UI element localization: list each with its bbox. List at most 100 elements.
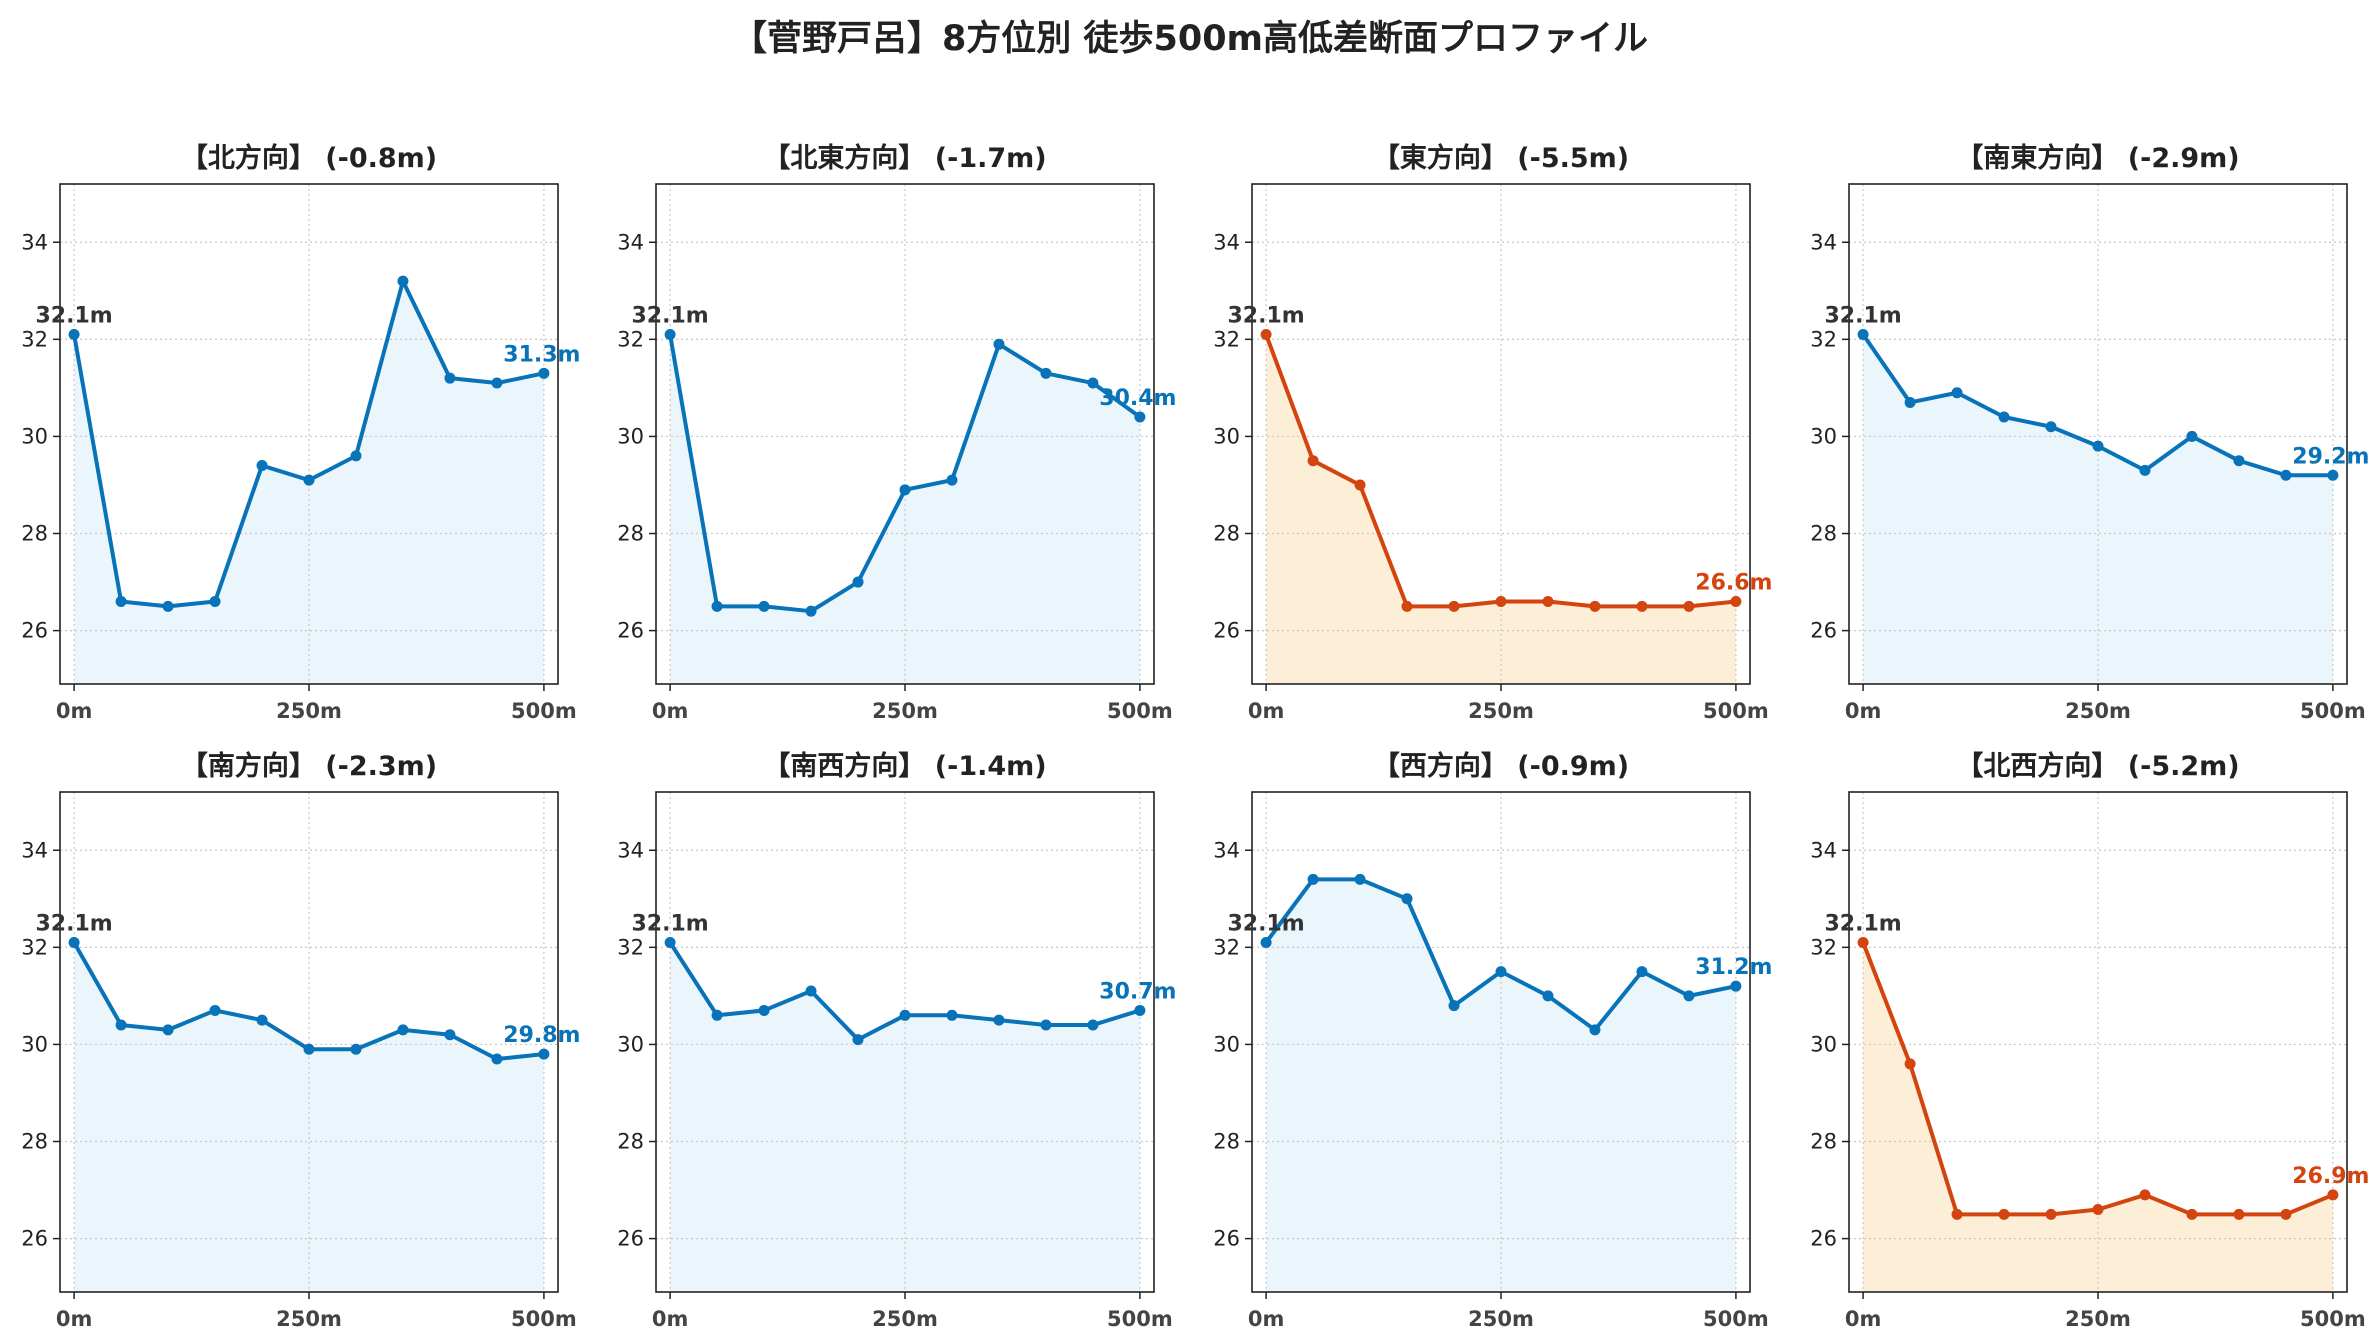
y-tick-label: 26 xyxy=(1810,1227,1837,1251)
x-tick-label: 0m xyxy=(652,1307,689,1331)
x-tick-label: 500m xyxy=(1703,699,1769,723)
data-point xyxy=(1134,1004,1146,1016)
data-point xyxy=(1134,411,1146,423)
subplot-title: 【南方向】 (-2.3m) xyxy=(181,750,437,782)
data-point xyxy=(256,1014,268,1026)
y-tick-label: 26 xyxy=(21,619,48,643)
x-tick-label: 250m xyxy=(1468,1307,1534,1331)
data-point xyxy=(1260,936,1272,948)
y-tick-label: 26 xyxy=(1213,619,1240,643)
figure-title: 【菅野戸呂】8方位別 徒歩500m高低差断面プロファイル xyxy=(731,19,1649,59)
start-value-label: 32.1m xyxy=(35,303,112,328)
start-value-label: 32.1m xyxy=(35,911,112,936)
subplot-1: 【北東方向】 (-1.7m) 26 28 30 32 34 0m 250m 500m 32.1m 3… xyxy=(617,142,1176,723)
data-point xyxy=(1730,980,1742,992)
data-point xyxy=(1951,387,1963,399)
data-point xyxy=(1636,966,1648,978)
data-point xyxy=(758,1004,770,1016)
data-point xyxy=(1589,1024,1601,1036)
data-point xyxy=(711,1009,723,1021)
data-point xyxy=(397,1024,409,1036)
y-tick-label: 30 xyxy=(617,424,644,448)
y-tick-label: 32 xyxy=(617,935,644,959)
data-point xyxy=(1589,600,1601,612)
data-point xyxy=(1354,479,1366,491)
y-tick-label: 34 xyxy=(21,838,48,862)
data-point xyxy=(852,1034,864,1046)
subplot-0: 【北方向】 (-0.8m) 26 28 30 32 34 0m 250m 500m 32.1m 31… xyxy=(21,142,580,723)
y-tick-label: 34 xyxy=(1810,230,1837,254)
data-point xyxy=(993,338,1005,350)
x-tick-label: 500m xyxy=(1107,699,1173,723)
y-tick-label: 30 xyxy=(1810,424,1837,448)
data-point xyxy=(1542,595,1554,607)
subplot-7: 【北西方向】 (-5.2m) 26 28 30 32 34 0m 250m 500m 32.1m 2… xyxy=(1810,750,2369,1331)
x-tick-label: 500m xyxy=(1703,1307,1769,1331)
y-tick-label: 28 xyxy=(1810,522,1837,546)
x-tick-label: 500m xyxy=(1107,1307,1173,1331)
y-tick-label: 30 xyxy=(21,424,48,448)
data-point xyxy=(1857,328,1869,340)
data-point xyxy=(397,275,409,287)
data-point xyxy=(350,1043,362,1055)
end-value-label: 26.9m xyxy=(2292,1164,2369,1189)
start-value-label: 32.1m xyxy=(1227,911,1304,936)
y-tick-label: 32 xyxy=(21,327,48,351)
y-tick-label: 28 xyxy=(21,1130,48,1154)
x-tick-label: 250m xyxy=(872,1307,938,1331)
data-point xyxy=(1951,1208,1963,1220)
x-tick-label: 250m xyxy=(2065,699,2131,723)
data-point xyxy=(303,474,315,486)
data-point xyxy=(1636,600,1648,612)
x-tick-label: 0m xyxy=(652,699,689,723)
data-point xyxy=(1087,377,1099,389)
data-point xyxy=(115,1019,127,1031)
y-tick-label: 32 xyxy=(21,935,48,959)
subplot-6: 【西方向】 (-0.9m) 26 28 30 32 34 0m 250m 500m 32.1m 31… xyxy=(1213,750,1772,1331)
x-tick-label: 500m xyxy=(2300,699,2366,723)
data-point xyxy=(1448,1000,1460,1012)
x-tick-label: 0m xyxy=(1248,1307,1285,1331)
data-point xyxy=(993,1014,1005,1026)
data-point xyxy=(303,1043,315,1055)
data-point xyxy=(68,936,80,948)
end-value-label: 31.2m xyxy=(1695,955,1772,980)
y-tick-label: 28 xyxy=(1213,522,1240,546)
subplot-title: 【南東方向】 (-2.9m) xyxy=(1956,142,2239,174)
end-value-label: 29.2m xyxy=(2292,444,2369,469)
x-tick-label: 0m xyxy=(1845,1307,1882,1331)
data-point xyxy=(1730,595,1742,607)
data-point xyxy=(1683,600,1695,612)
subplot-2: 【東方向】 (-5.5m) 26 28 30 32 34 0m 250m 500m 32.1m 26… xyxy=(1213,142,1772,723)
data-point xyxy=(1495,595,1507,607)
data-point xyxy=(946,1009,958,1021)
start-value-label: 32.1m xyxy=(1227,303,1304,328)
x-tick-label: 250m xyxy=(872,699,938,723)
start-value-label: 32.1m xyxy=(631,303,708,328)
data-point xyxy=(1542,990,1554,1002)
data-point xyxy=(2045,1208,2057,1220)
x-tick-label: 500m xyxy=(511,1307,577,1331)
data-point xyxy=(209,1004,221,1016)
data-point xyxy=(162,1024,174,1036)
y-tick-label: 28 xyxy=(1810,1130,1837,1154)
data-point xyxy=(538,367,550,379)
data-point xyxy=(805,605,817,617)
end-value-label: 29.8m xyxy=(503,1023,580,1048)
data-point xyxy=(852,576,864,588)
y-tick-label: 26 xyxy=(21,1227,48,1251)
y-tick-label: 34 xyxy=(1810,838,1837,862)
data-point xyxy=(1260,328,1272,340)
data-point xyxy=(538,1048,550,1060)
data-point xyxy=(899,1009,911,1021)
x-tick-label: 250m xyxy=(1468,699,1534,723)
y-tick-label: 34 xyxy=(1213,230,1240,254)
end-value-label: 26.6m xyxy=(1695,570,1772,595)
data-point xyxy=(2139,1189,2151,1201)
data-point xyxy=(2092,1203,2104,1215)
y-tick-label: 34 xyxy=(617,230,644,254)
data-point xyxy=(491,1053,503,1065)
y-tick-label: 28 xyxy=(617,522,644,546)
data-point xyxy=(115,595,127,607)
end-value-label: 30.7m xyxy=(1099,979,1176,1004)
